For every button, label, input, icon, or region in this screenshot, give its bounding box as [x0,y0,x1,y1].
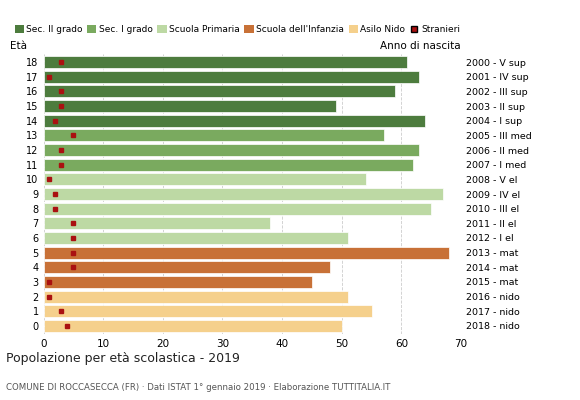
Bar [44,261,330,273]
Bar [44,276,312,288]
Bar [44,232,348,244]
Legend: Sec. II grado, Sec. I grado, Scuola Primaria, Scuola dell'Infanzia, Asilo Nido, : Sec. II grado, Sec. I grado, Scuola Prim… [14,25,461,34]
Bar [44,305,372,317]
Bar [44,173,365,185]
Bar [44,100,336,112]
Bar [44,85,396,97]
Bar [44,203,432,215]
Bar [44,71,419,83]
Text: COMUNE DI ROCCASECCA (FR) · Dati ISTAT 1° gennaio 2019 · Elaborazione TUTTITALIA: COMUNE DI ROCCASECCA (FR) · Dati ISTAT 1… [6,383,390,392]
Bar [44,159,414,171]
Bar [44,56,407,68]
Bar [44,115,425,127]
Bar [44,320,342,332]
Bar [44,217,270,229]
Text: Popolazione per età scolastica - 2019: Popolazione per età scolastica - 2019 [6,352,240,365]
Bar [44,247,449,259]
Bar [44,144,419,156]
Text: Età: Età [10,41,27,51]
Bar [44,129,383,141]
Text: Anno di nascita: Anno di nascita [380,41,461,51]
Bar [44,188,443,200]
Bar [44,291,348,303]
